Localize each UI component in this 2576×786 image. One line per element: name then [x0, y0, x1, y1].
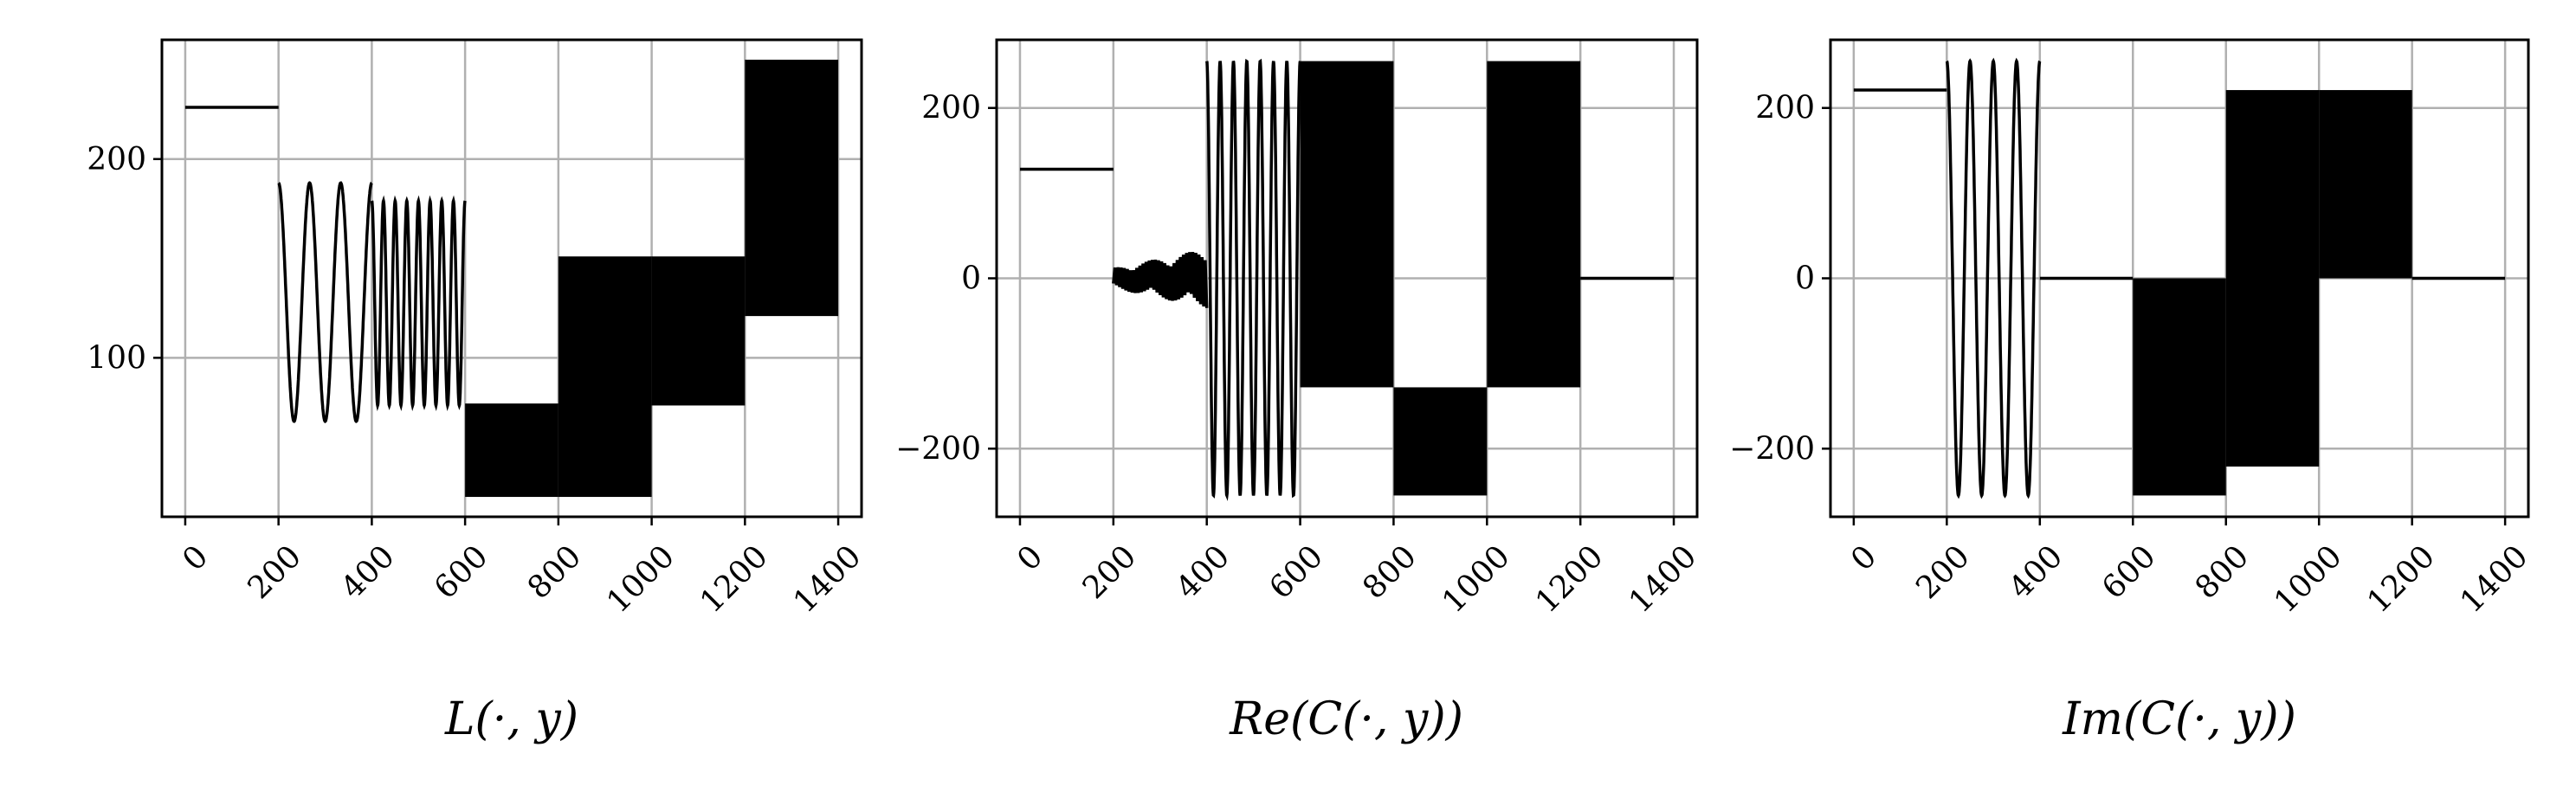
- panel-3-segment-5: [2319, 90, 2412, 279]
- panel-1-segment-5: [651, 256, 746, 406]
- panel-2-segment-3: [1300, 61, 1394, 388]
- panel-3-y-tick-label-2: 200: [1755, 91, 1815, 126]
- panel-1-segment-4: [558, 256, 652, 498]
- panel-3-segment-3: [2133, 278, 2226, 496]
- panel-2-x-axis-title: Re(C(·, y)): [1229, 693, 1463, 745]
- panel-2-y-ticks: −200 0 200: [895, 91, 997, 467]
- panel-3-data: [1853, 57, 2506, 499]
- panel-2-segment-2: [1204, 58, 1302, 501]
- panel-2-segment-5: [1487, 61, 1581, 388]
- panel-1-segment-6: [745, 59, 839, 317]
- panel-2-data: [1019, 58, 1675, 501]
- panel-1-segment-2: [370, 195, 467, 411]
- panel-3-segment-1: [1945, 57, 2042, 499]
- panel-1-segment-1: [277, 181, 373, 424]
- panel-1-x-axis-title: L(·, y): [444, 693, 578, 745]
- panel-2-y-tick-label-2: 200: [921, 91, 981, 126]
- panel-2-segment-4: [1393, 387, 1488, 496]
- panel-3-y-tick-label-0: −200: [1729, 431, 1815, 467]
- panel-1-y-ticks: 100 200: [87, 142, 162, 376]
- panel-3-segment-4: [2225, 90, 2320, 467]
- panel-1-data: [184, 59, 839, 498]
- panel-2-segment-1: [1112, 252, 1209, 308]
- panel-3-y-ticks: −200 0 200: [1729, 91, 1830, 467]
- panel-3-x-axis-title: Im(C(·, y)): [2062, 693, 2296, 745]
- panel-2-y-tick-label-0: −200: [895, 431, 981, 467]
- panel-1-segment-3: [465, 403, 558, 498]
- panel-3-y-tick-label-1: 0: [1795, 261, 1815, 297]
- panel-1-frame: [160, 38, 863, 519]
- panel-2-y-tick-label-1: 0: [961, 261, 981, 297]
- panel-1-y-tick-label-0: 100: [87, 340, 146, 376]
- panel-1-y-tick-label-1: 200: [87, 142, 146, 177]
